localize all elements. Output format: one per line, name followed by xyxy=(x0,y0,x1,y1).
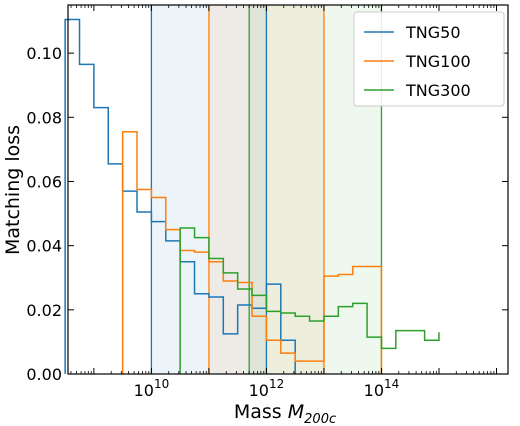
x-tick-label-exponent: 12 xyxy=(269,377,284,391)
legend-label-tng300: TNG300 xyxy=(405,81,471,100)
x-axis-label-math: M xyxy=(288,401,304,423)
legend-box xyxy=(353,11,505,107)
y-tick-label: 0.06 xyxy=(26,172,62,191)
x-axis-label: Mass M200c xyxy=(234,401,336,426)
y-tick-label: 0.10 xyxy=(26,44,62,63)
x-tick-label-base: 10 xyxy=(364,381,384,400)
y-tick-label: 0.04 xyxy=(26,237,62,256)
x-tick-label: 1012 xyxy=(249,377,285,400)
legend-label-tng100: TNG100 xyxy=(405,52,471,71)
y-tick-label: 0.02 xyxy=(26,301,62,320)
x-tick-label-exponent: 10 xyxy=(154,377,169,391)
x-tick-label-base: 10 xyxy=(134,381,154,400)
legend-label-tng50: TNG50 xyxy=(405,23,461,42)
y-tick-label: 0.08 xyxy=(26,108,62,127)
x-tick-label-exponent: 14 xyxy=(384,377,399,391)
legend: TNG50 TNG100 TNG300 xyxy=(353,11,505,107)
plot-frame xyxy=(67,4,509,375)
y-axis-label: Matching loss xyxy=(2,125,24,255)
series-tng300 xyxy=(179,227,440,374)
y-tick-label: 0.00 xyxy=(26,365,62,384)
x-tick-label: 1010 xyxy=(134,377,170,400)
x-axis-label-subscript: 200c xyxy=(304,412,336,426)
x-axis-label-text: Mass xyxy=(234,401,282,423)
histogram-series xyxy=(64,18,440,374)
x-tick-label: 1014 xyxy=(364,377,400,400)
x-tick-label-base: 10 xyxy=(249,381,269,400)
series-tng100 xyxy=(121,130,383,374)
